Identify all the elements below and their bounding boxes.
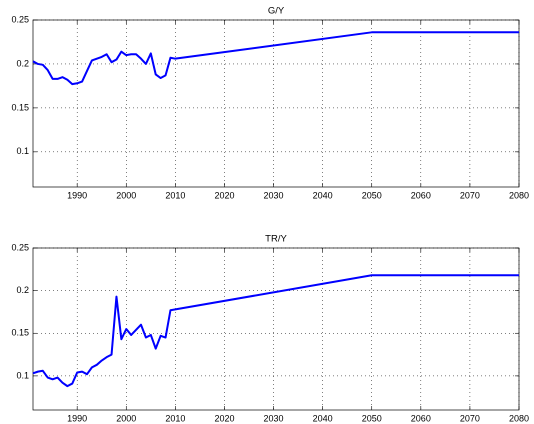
- x-tick-label: 2030: [264, 413, 284, 423]
- x-tick-label: 2020: [214, 190, 234, 200]
- x-tick-label: 2080: [509, 190, 529, 200]
- y-tick-label: 0.15: [11, 102, 29, 112]
- y-tick-label: 0.2: [16, 58, 29, 68]
- x-tick-label: 2000: [116, 413, 136, 423]
- x-tick-label: 2070: [460, 190, 480, 200]
- y-tick-label: 0.25: [11, 14, 29, 24]
- x-tick-label: 2050: [362, 413, 382, 423]
- x-tick-label: 2030: [264, 190, 284, 200]
- data-line: [32, 274, 519, 388]
- x-tick-label: 2010: [165, 190, 185, 200]
- x-tick-label: 2020: [214, 413, 234, 423]
- y-tick-label: 0.1: [16, 370, 29, 380]
- x-tick-label: 1990: [67, 190, 87, 200]
- chart-title: TR/Y: [265, 234, 287, 245]
- x-tick-label: 2060: [411, 190, 431, 200]
- axes-box: [32, 247, 520, 411]
- data-line: [32, 31, 519, 86]
- x-tick-label: 2040: [313, 413, 333, 423]
- x-tick-label: 2060: [411, 413, 431, 423]
- axes-box: [32, 19, 520, 188]
- y-tick-label: 0.1: [16, 146, 29, 156]
- y-tick-label: 0.15: [11, 328, 29, 338]
- y-tick-label: 0.2: [16, 285, 29, 295]
- x-tick-label: 2080: [509, 413, 529, 423]
- x-tick-label: 2070: [460, 413, 480, 423]
- x-tick-label: 2010: [165, 413, 185, 423]
- x-tick-label: 2040: [313, 190, 333, 200]
- x-tick-label: 1990: [67, 413, 87, 423]
- x-tick-label: 2000: [116, 190, 136, 200]
- chart-title: G/Y: [268, 6, 285, 17]
- y-tick-label: 0.25: [11, 242, 29, 252]
- x-tick-label: 2050: [362, 190, 382, 200]
